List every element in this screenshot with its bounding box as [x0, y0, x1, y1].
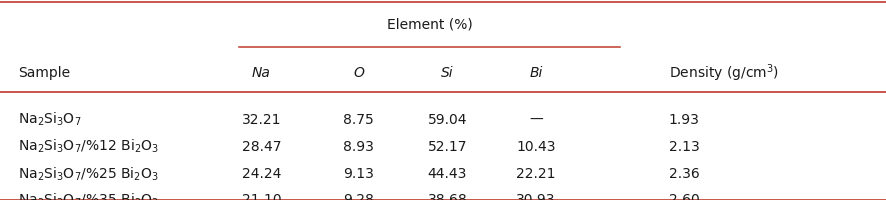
- Text: Bi: Bi: [529, 66, 543, 80]
- Text: 32.21: 32.21: [242, 112, 281, 126]
- Text: Element (%): Element (%): [387, 17, 472, 31]
- Text: 8.93: 8.93: [344, 139, 374, 153]
- Text: Sample: Sample: [18, 66, 70, 80]
- Text: Si: Si: [441, 66, 454, 80]
- Text: —: —: [529, 112, 543, 126]
- Text: Density (g/cm$^3$): Density (g/cm$^3$): [669, 62, 779, 84]
- Text: 2.60: 2.60: [669, 192, 700, 200]
- Text: 44.43: 44.43: [428, 166, 467, 180]
- Text: 24.24: 24.24: [242, 166, 281, 180]
- Text: 9.28: 9.28: [344, 192, 374, 200]
- Text: Na$_2$Si$_3$O$_7$/%12 Bi$_2$O$_3$: Na$_2$Si$_3$O$_7$/%12 Bi$_2$O$_3$: [18, 137, 159, 155]
- Text: O: O: [354, 66, 364, 80]
- Text: 28.47: 28.47: [242, 139, 281, 153]
- Text: Na$_2$Si$_3$O$_7$/%25 Bi$_2$O$_3$: Na$_2$Si$_3$O$_7$/%25 Bi$_2$O$_3$: [18, 164, 159, 182]
- Text: 38.68: 38.68: [428, 192, 467, 200]
- Text: 2.36: 2.36: [669, 166, 700, 180]
- Text: 30.93: 30.93: [517, 192, 556, 200]
- Text: 22.21: 22.21: [517, 166, 556, 180]
- Text: 2.13: 2.13: [669, 139, 700, 153]
- Text: 10.43: 10.43: [517, 139, 556, 153]
- Text: 59.04: 59.04: [428, 112, 467, 126]
- Text: 52.17: 52.17: [428, 139, 467, 153]
- Text: 1.93: 1.93: [669, 112, 700, 126]
- Text: Na$_2$Si$_3$O$_7$/%35 Bi$_2$O$_3$: Na$_2$Si$_3$O$_7$/%35 Bi$_2$O$_3$: [18, 190, 159, 200]
- Text: 21.10: 21.10: [242, 192, 281, 200]
- Text: 8.75: 8.75: [344, 112, 374, 126]
- Text: Na: Na: [252, 66, 271, 80]
- Text: 9.13: 9.13: [344, 166, 374, 180]
- Text: Na$_2$Si$_3$O$_7$: Na$_2$Si$_3$O$_7$: [18, 110, 82, 128]
